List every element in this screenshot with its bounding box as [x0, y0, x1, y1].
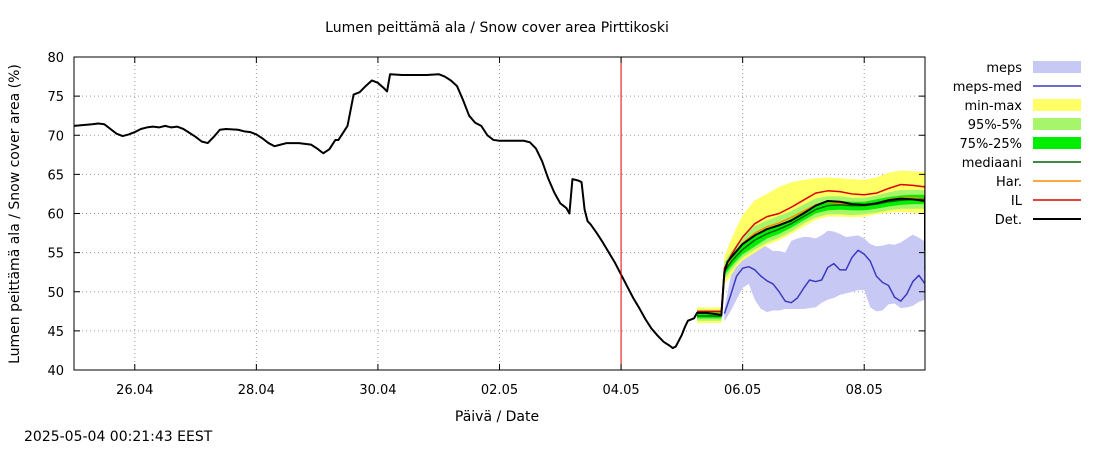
- axis-ticks: 40 45 50 55 60 65 70 75 80 26.04 28.04 30.04 02.05 04…: [47, 51, 925, 398]
- x-axis-title: Päivä / Date: [455, 409, 539, 425]
- legend-label-meps-med: meps-med: [953, 80, 1022, 95]
- legend-item-mediaani: mediaani: [962, 156, 1081, 171]
- x-tick-label-26-04: 26.04: [116, 383, 153, 398]
- x-tick-label-02-05: 02.05: [481, 383, 518, 398]
- legend-swatch-95-5: [1033, 118, 1081, 130]
- band-meps: [724, 230, 925, 322]
- legend-item-75-25: 75%-25%: [960, 137, 1081, 152]
- legend-swatch-min-max: [1033, 99, 1081, 111]
- legend-item-meps-med: meps-med: [953, 80, 1081, 95]
- legend-item-il: IL: [1011, 194, 1081, 209]
- series-line-meps-med: [723, 246, 925, 314]
- chart-title: Lumen peittämä ala / Snow cover area Pir…: [325, 20, 669, 36]
- x-tick-label-08-05: 08.05: [846, 383, 883, 398]
- x-tick-label-04-05: 04.05: [602, 383, 639, 398]
- band-95-5: [697, 187, 925, 345]
- legend-swatch-75-25: [1033, 137, 1081, 149]
- y-tick-label-40: 40: [47, 364, 64, 379]
- legend-label-har: Har.: [996, 175, 1022, 190]
- x-tick-label-06-05: 06.05: [724, 383, 761, 398]
- x-tick-label-30-04: 30.04: [359, 383, 396, 398]
- legend-label-min-max: min-max: [964, 99, 1022, 114]
- y-tick-label-80: 80: [47, 51, 64, 66]
- legend-label-75-25: 75%-25%: [960, 137, 1022, 152]
- y-tick-label-60: 60: [47, 208, 64, 223]
- legend-item-har: Har.: [996, 175, 1081, 190]
- legend-item-det: Det.: [995, 213, 1081, 228]
- y-tick-label-50: 50: [47, 286, 64, 301]
- series-layer: [74, 73, 925, 350]
- x-tick-label-28-04: 28.04: [238, 383, 275, 398]
- generated-timestamp: 2025-05-04 00:21:43 EEST: [24, 429, 213, 445]
- legend-label-95-5: 95%-5%: [968, 118, 1022, 133]
- y-tick-label-75: 75: [47, 90, 64, 105]
- legend-item-95-5: 95%-5%: [968, 118, 1081, 133]
- legend-swatch-meps: [1033, 61, 1081, 73]
- y-tick-label-65: 65: [47, 168, 64, 183]
- legend-item-meps: meps: [986, 61, 1081, 76]
- legend: meps meps-med min-max 95%-5% 75%-25% mediaani…: [953, 61, 1081, 228]
- series-line-det: [74, 73, 925, 350]
- legend-label-det: Det.: [995, 213, 1022, 228]
- y-tick-label-70: 70: [47, 129, 64, 144]
- series-line-il: [697, 183, 925, 313]
- legend-item-min-max: min-max: [964, 99, 1081, 114]
- y-tick-label-45: 45: [47, 325, 64, 340]
- y-axis-title: Lumen peittämä ala / Snow cover area (%): [7, 64, 23, 364]
- legend-label-mediaani: mediaani: [962, 156, 1022, 171]
- legend-label-meps: meps: [986, 61, 1022, 76]
- y-tick-label-55: 55: [47, 247, 64, 262]
- legend-label-il: IL: [1011, 194, 1023, 209]
- series-line-mediaani: [697, 197, 925, 317]
